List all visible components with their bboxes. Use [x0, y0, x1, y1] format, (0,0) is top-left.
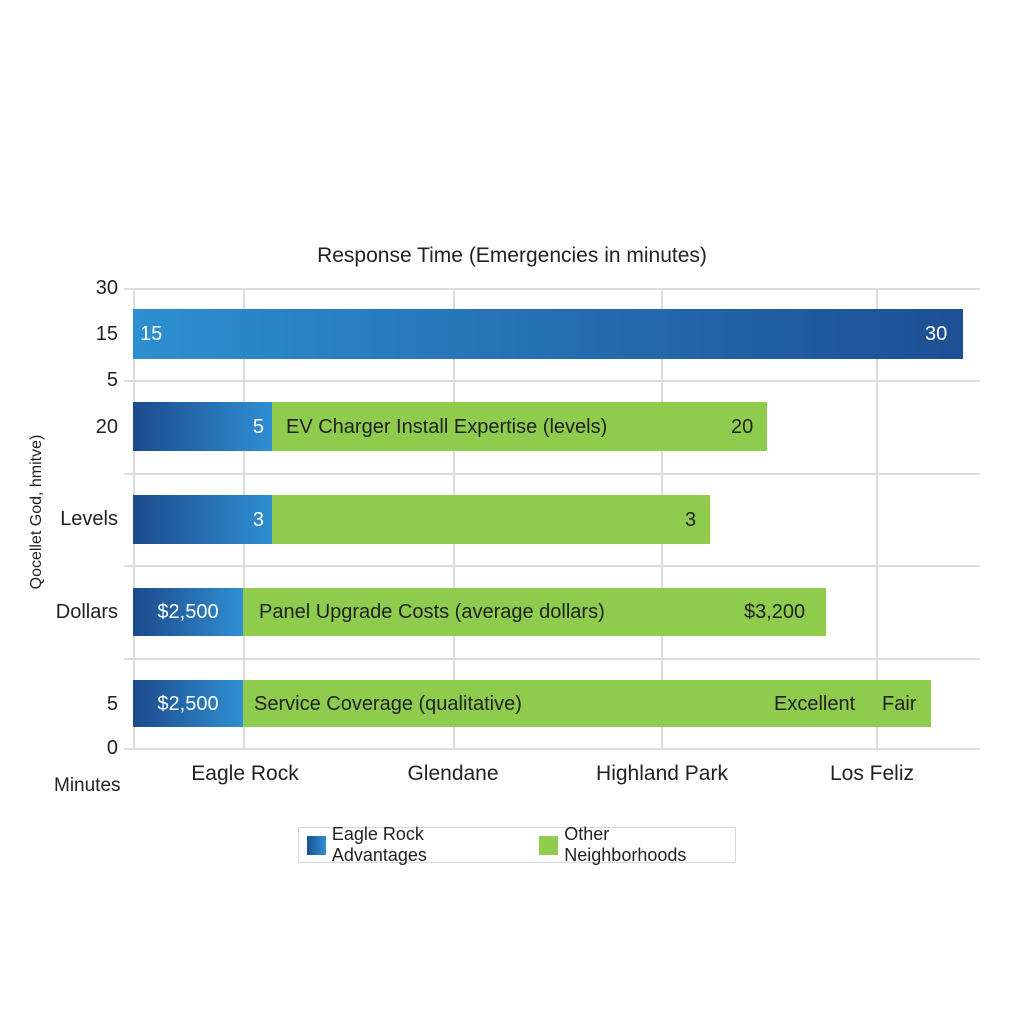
data-label: $2,500: [157, 692, 219, 715]
bar-category-label: Panel Upgrade Costs (average dollars): [259, 601, 605, 623]
bar-eagle-rock: [133, 402, 272, 451]
gridline-vertical: [876, 288, 878, 750]
bar-eagle-rock: [133, 309, 963, 359]
data-label: 5: [252, 415, 264, 438]
chart-title: Response Time (Emergencies in minutes): [317, 244, 707, 267]
bar-eagle-rock: [133, 495, 272, 544]
y-tick-label: 20: [95, 416, 118, 438]
legend-label-eagle-rock: Eagle Rock Advantages: [331, 824, 427, 865]
gridline-horizontal: [124, 565, 980, 567]
gridline-horizontal: [124, 748, 980, 750]
y-tick-label: 5: [106, 693, 118, 715]
data-label: 20: [731, 415, 754, 438]
legend-swatch-other: [539, 835, 559, 855]
gridline-horizontal: [124, 288, 980, 290]
y-tick-label: 0: [106, 737, 118, 759]
bar-category-label: Service Coverage (qualitative): [254, 692, 522, 715]
y-tick-label: 30: [95, 277, 118, 299]
y-tick-label: Dollars: [55, 601, 118, 623]
y-tick-label: Levels: [60, 508, 118, 530]
y-tick-label: 5: [106, 369, 118, 391]
data-label: 3: [685, 508, 697, 531]
legend: Eagle Rock Advantages Other Neighborhood…: [298, 824, 736, 865]
legend-swatch-eagle-rock: [307, 835, 326, 855]
data-label: $3,200: [744, 601, 806, 623]
data-label: Excellent: [774, 692, 856, 715]
bar-other-neighborhoods: [243, 680, 931, 727]
x-axis-title: Minutes: [54, 775, 121, 796]
bar-other-neighborhoods: [272, 402, 767, 451]
legend-label-other: Other Neighborhoods: [564, 824, 687, 865]
gridline-horizontal: [124, 473, 980, 475]
x-tick-label: Los Feliz: [829, 762, 915, 785]
gridline-horizontal: [124, 380, 980, 382]
data-label: 15: [140, 323, 163, 345]
y-tick-label: 15: [95, 323, 118, 345]
bar-eagle-rock: [133, 680, 243, 727]
data-label: 30: [925, 323, 948, 345]
x-tick-label: Eagle Rock: [191, 762, 299, 785]
data-label: Fair: [882, 692, 917, 715]
bar-other-neighborhoods: [243, 588, 826, 636]
data-label: 3: [252, 508, 264, 531]
bar-other-neighborhoods: [272, 495, 710, 544]
gridline-horizontal: [124, 658, 980, 660]
data-label: $2,500: [157, 601, 219, 623]
x-tick-label: Glendane: [407, 762, 499, 785]
x-tick-label: Highland Park: [596, 762, 728, 785]
bar-category-label: EV Charger Install Expertise (levels): [286, 415, 608, 438]
bar-eagle-rock: [133, 588, 243, 636]
